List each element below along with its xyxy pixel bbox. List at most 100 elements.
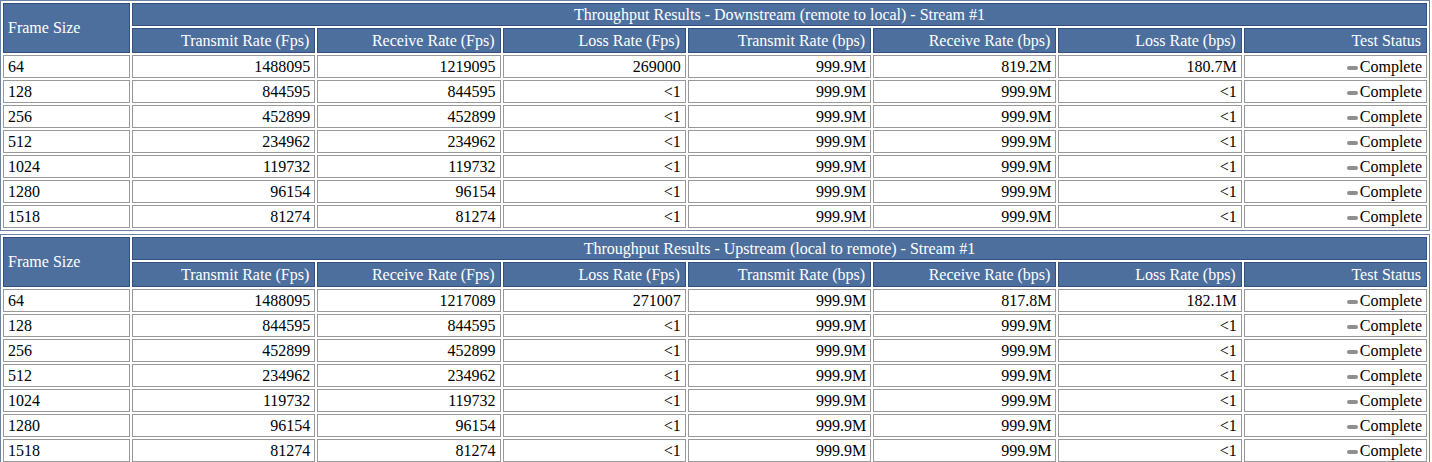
status-dash-icon (1347, 400, 1358, 404)
column-header-loss-fps: Loss Rate (Fps) (503, 262, 686, 287)
throughput-table-downstream: Frame Size Throughput Results - Downstre… (0, 0, 1430, 231)
column-header-transmit-fps: Transmit Rate (Fps) (132, 262, 315, 287)
loss-bps-cell: <1 (1058, 80, 1241, 103)
frame-size-cell: 512 (3, 364, 130, 387)
receive-fps-cell: 96154 (317, 414, 500, 437)
column-header-loss-fps: Loss Rate (Fps) (503, 28, 686, 53)
receive-fps-cell: 452899 (317, 339, 500, 362)
status-dash-icon (1347, 425, 1358, 429)
transmit-fps-cell: 452899 (132, 105, 315, 128)
transmit-fps-cell: 119732 (132, 389, 315, 412)
loss-fps-cell: <1 (503, 364, 686, 387)
status-label: Complete (1360, 317, 1422, 334)
status-label: Complete (1360, 442, 1422, 459)
transmit-fps-cell: 81274 (132, 205, 315, 228)
loss-bps-cell: <1 (1058, 339, 1241, 362)
status-dash-icon (1347, 91, 1358, 95)
status-dash-icon (1347, 350, 1358, 354)
receive-fps-cell: 234962 (317, 364, 500, 387)
table-row: 128 844595 844595 <1 999.9M 999.9M <1 Co… (3, 80, 1427, 103)
status-label: Complete (1360, 208, 1422, 225)
status-label: Complete (1360, 417, 1422, 434)
status-cell: Complete (1244, 80, 1427, 103)
status-cell: Complete (1244, 339, 1427, 362)
frame-size-cell: 64 (3, 289, 130, 312)
receive-fps-cell: 844595 (317, 314, 500, 337)
status-cell: Complete (1244, 439, 1427, 462)
column-header-test-status: Test Status (1244, 262, 1427, 287)
table-row: 1280 96154 96154 <1 999.9M 999.9M <1 Com… (3, 414, 1427, 437)
loss-fps-cell: 269000 (503, 55, 686, 78)
status-label: Complete (1360, 158, 1422, 175)
status-cell: Complete (1244, 314, 1427, 337)
loss-bps-cell: <1 (1058, 364, 1241, 387)
status-label: Complete (1360, 133, 1422, 150)
loss-fps-cell: <1 (503, 105, 686, 128)
transmit-bps-cell: 999.9M (688, 364, 871, 387)
frame-size-cell: 512 (3, 130, 130, 153)
transmit-fps-cell: 1488095 (132, 289, 315, 312)
receive-fps-cell: 1219095 (317, 55, 500, 78)
transmit-fps-cell: 234962 (132, 364, 315, 387)
status-label: Complete (1360, 392, 1422, 409)
receive-bps-cell: 999.9M (873, 339, 1056, 362)
loss-fps-cell: <1 (503, 339, 686, 362)
receive-bps-cell: 999.9M (873, 80, 1056, 103)
frame-size-cell: 256 (3, 339, 130, 362)
loss-bps-cell: 182.1M (1058, 289, 1241, 312)
transmit-fps-cell: 96154 (132, 180, 315, 203)
status-cell: Complete (1244, 205, 1427, 228)
loss-fps-cell: <1 (503, 205, 686, 228)
column-header-row: Transmit Rate (Fps) Receive Rate (Fps) L… (3, 262, 1427, 287)
receive-bps-cell: 999.9M (873, 414, 1056, 437)
status-label: Complete (1360, 58, 1422, 75)
status-dash-icon (1347, 216, 1358, 220)
loss-bps-cell: <1 (1058, 314, 1241, 337)
loss-bps-cell: <1 (1058, 180, 1241, 203)
loss-fps-cell: <1 (503, 414, 686, 437)
column-header-loss-bps: Loss Rate (bps) (1058, 262, 1241, 287)
frame-size-cell: 64 (3, 55, 130, 78)
transmit-fps-cell: 1488095 (132, 55, 315, 78)
receive-fps-cell: 1217089 (317, 289, 500, 312)
status-cell: Complete (1244, 389, 1427, 412)
column-header-receive-fps: Receive Rate (Fps) (317, 262, 500, 287)
column-header-loss-bps: Loss Rate (bps) (1058, 28, 1241, 53)
receive-bps-cell: 999.9M (873, 364, 1056, 387)
receive-bps-cell: 819.2M (873, 55, 1056, 78)
receive-fps-cell: 81274 (317, 439, 500, 462)
status-cell: Complete (1244, 55, 1427, 78)
status-dash-icon (1347, 116, 1358, 120)
column-header-row: Transmit Rate (Fps) Receive Rate (Fps) L… (3, 28, 1427, 53)
receive-bps-cell: 999.9M (873, 180, 1056, 203)
loss-fps-cell: <1 (503, 314, 686, 337)
frame-size-cell: 1024 (3, 389, 130, 412)
loss-fps-cell: 271007 (503, 289, 686, 312)
table-row: 1518 81274 81274 <1 999.9M 999.9M <1 Com… (3, 439, 1427, 462)
transmit-fps-cell: 452899 (132, 339, 315, 362)
table-row: 256 452899 452899 <1 999.9M 999.9M <1 Co… (3, 339, 1427, 362)
transmit-bps-cell: 999.9M (688, 389, 871, 412)
status-cell: Complete (1244, 130, 1427, 153)
transmit-bps-cell: 999.9M (688, 80, 871, 103)
receive-fps-cell: 119732 (317, 155, 500, 178)
loss-bps-cell: <1 (1058, 105, 1241, 128)
frame-size-cell: 1518 (3, 439, 130, 462)
column-header-receive-fps: Receive Rate (Fps) (317, 28, 500, 53)
frame-size-cell: 256 (3, 105, 130, 128)
loss-bps-cell: 180.7M (1058, 55, 1241, 78)
frame-size-cell: 1024 (3, 155, 130, 178)
table-row: 512 234962 234962 <1 999.9M 999.9M <1 Co… (3, 364, 1427, 387)
frame-size-cell: 1280 (3, 180, 130, 203)
transmit-bps-cell: 999.9M (688, 180, 871, 203)
status-label: Complete (1360, 342, 1422, 359)
receive-bps-cell: 999.9M (873, 105, 1056, 128)
transmit-bps-cell: 999.9M (688, 314, 871, 337)
receive-bps-cell: 999.9M (873, 205, 1056, 228)
receive-bps-cell: 817.8M (873, 289, 1056, 312)
table-row: 1280 96154 96154 <1 999.9M 999.9M <1 Com… (3, 180, 1427, 203)
loss-fps-cell: <1 (503, 80, 686, 103)
status-dash-icon (1347, 141, 1358, 145)
loss-bps-cell: <1 (1058, 130, 1241, 153)
loss-fps-cell: <1 (503, 439, 686, 462)
